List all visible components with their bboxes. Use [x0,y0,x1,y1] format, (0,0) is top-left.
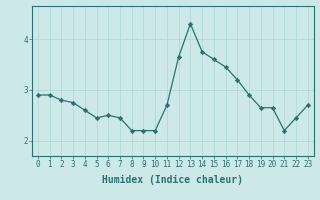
X-axis label: Humidex (Indice chaleur): Humidex (Indice chaleur) [102,175,243,185]
